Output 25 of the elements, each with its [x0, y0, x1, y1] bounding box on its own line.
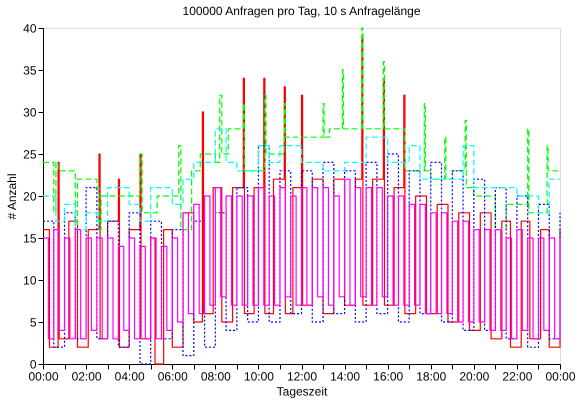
x-tick-label: 14:00	[330, 370, 360, 384]
y-tick-label: 10	[23, 274, 37, 288]
y-tick-label: 35	[23, 64, 37, 78]
x-tick-label: 22:00	[502, 370, 533, 384]
y-tick-label: 30	[23, 106, 37, 120]
y-tick-label: 0	[30, 358, 37, 372]
y-tick-label: 25	[23, 148, 37, 162]
chart-title: 100000 Anfragen pro Tag, 10 s Anfragelänge	[182, 4, 421, 18]
y-tick-label: 20	[23, 190, 37, 204]
y-tick-label: 5	[30, 316, 37, 330]
x-tick-label: 04:00	[114, 370, 146, 384]
x-axis-title: Tageszeit	[276, 384, 328, 398]
x-tick-label: 02:00	[72, 370, 102, 384]
x-tick-label: 16:00	[373, 370, 404, 384]
y-axis-title: # Anzahl	[5, 173, 20, 220]
x-tick-label: 00:00	[28, 370, 59, 384]
x-tick-label: 20:00	[459, 370, 490, 384]
y-tick-label: 15	[23, 232, 37, 246]
x-tick-label: 06:00	[158, 370, 188, 384]
x-tick-label: 00:00	[545, 370, 576, 384]
x-tick-label: 18:00	[416, 370, 447, 384]
y-tick-label: 40	[23, 22, 37, 36]
x-tick-label: 10:00	[244, 370, 274, 384]
x-tick-label: 12:00	[286, 370, 318, 384]
x-tick-label: 08:00	[200, 370, 232, 384]
